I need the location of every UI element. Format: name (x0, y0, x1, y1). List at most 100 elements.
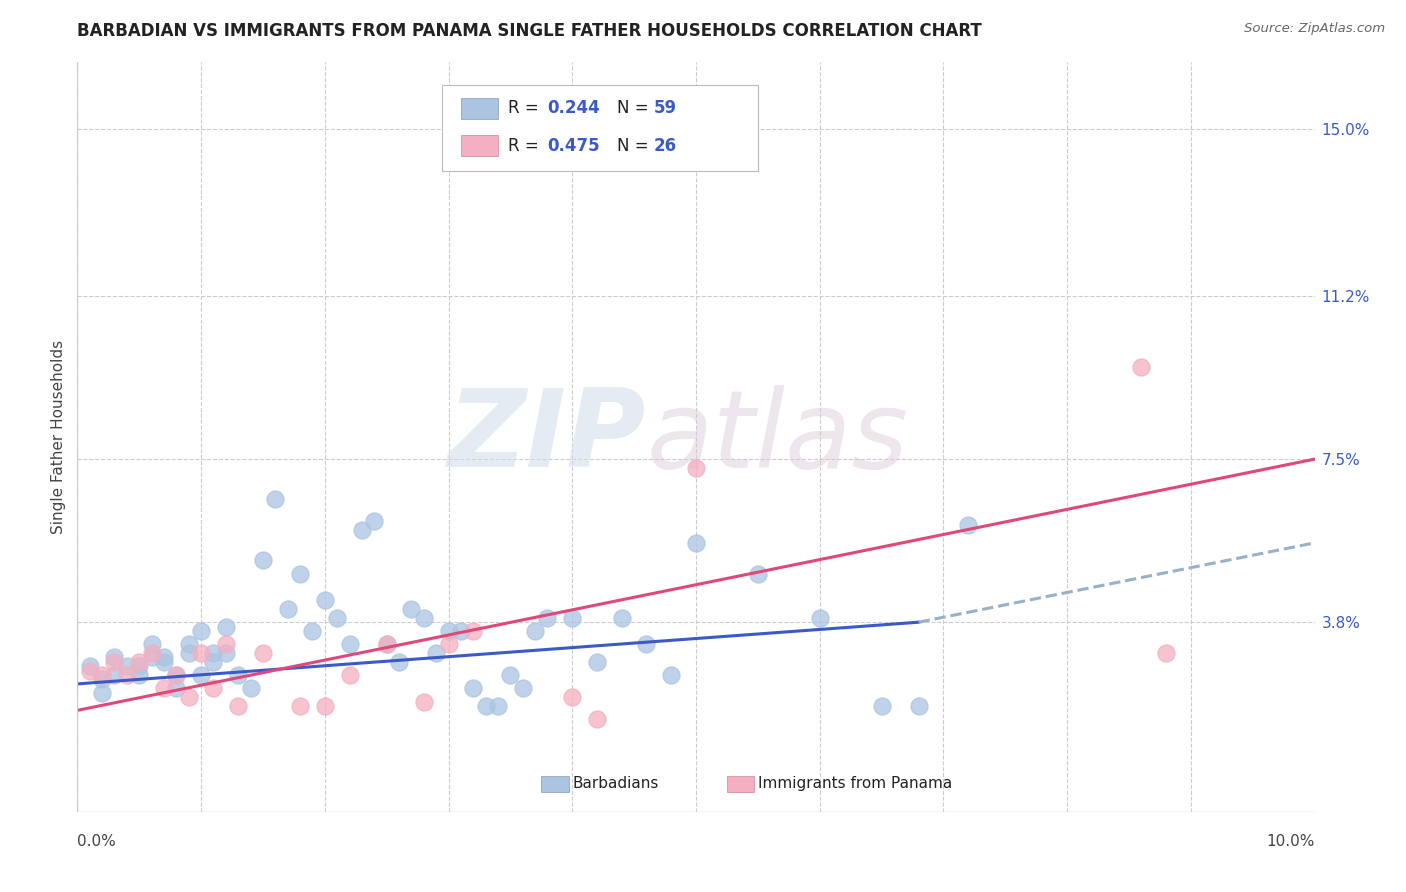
Point (91, 668, 114, 682)
Text: Immigrants from Panama: Immigrants from Panama (758, 776, 952, 790)
FancyBboxPatch shape (461, 135, 498, 156)
Point (808, 611, 831, 625)
Point (957, 518, 980, 533)
Point (103, 668, 125, 682)
Point (177, 690, 200, 705)
Point (103, 650, 125, 665)
Point (314, 593, 336, 607)
Point (350, 523, 373, 537)
Point (177, 637, 200, 651)
Point (215, 637, 238, 651)
Text: R =: R = (508, 99, 544, 117)
Point (128, 655, 150, 669)
Point (636, 637, 658, 651)
Point (190, 646, 212, 660)
Text: 26: 26 (654, 136, 678, 154)
Point (215, 619, 238, 633)
Point (524, 624, 547, 638)
Point (610, 611, 633, 625)
Point (288, 698, 311, 713)
FancyBboxPatch shape (443, 85, 758, 171)
Text: R =: R = (508, 136, 544, 154)
Point (425, 646, 447, 660)
Point (252, 553, 274, 567)
Text: ZIP: ZIP (449, 384, 647, 490)
Point (499, 668, 522, 682)
Point (586, 655, 609, 669)
Point (586, 712, 609, 726)
Point (153, 655, 176, 669)
Point (486, 698, 509, 713)
Point (91, 686, 114, 700)
Point (375, 637, 398, 651)
Point (215, 646, 238, 660)
Point (165, 668, 187, 682)
Point (561, 611, 583, 625)
Point (239, 681, 262, 696)
Point (226, 698, 249, 713)
Point (165, 681, 187, 696)
Point (103, 655, 125, 669)
Point (401, 602, 423, 616)
Point (561, 690, 583, 705)
FancyBboxPatch shape (461, 97, 498, 119)
Point (202, 655, 225, 669)
Point (153, 650, 176, 665)
Point (277, 602, 299, 616)
FancyBboxPatch shape (541, 776, 568, 792)
Point (190, 624, 212, 638)
Point (128, 659, 150, 673)
Text: 10.0%: 10.0% (1267, 834, 1315, 849)
Text: 0.244: 0.244 (547, 99, 600, 117)
Point (412, 611, 434, 625)
Point (363, 514, 385, 528)
Text: Source: ZipAtlas.com: Source: ZipAtlas.com (1244, 22, 1385, 36)
FancyBboxPatch shape (727, 776, 754, 792)
Point (339, 637, 361, 651)
Text: N =: N = (617, 99, 654, 117)
Point (91, 673, 114, 687)
Point (115, 668, 138, 682)
Point (685, 461, 707, 475)
Point (153, 681, 176, 696)
Point (437, 624, 460, 638)
Text: N =: N = (617, 136, 654, 154)
Point (177, 646, 200, 660)
Point (512, 681, 534, 696)
Point (326, 611, 349, 625)
Point (190, 668, 212, 682)
Point (907, 698, 929, 713)
Point (301, 624, 323, 638)
Text: Barbadians: Barbadians (572, 776, 658, 790)
Point (141, 646, 163, 660)
Point (128, 668, 150, 682)
Point (288, 566, 311, 581)
Point (314, 698, 336, 713)
Point (252, 646, 274, 660)
Point (79, 664, 101, 678)
Text: 0.475: 0.475 (547, 136, 600, 154)
Point (115, 659, 138, 673)
Point (79, 659, 101, 673)
Text: 59: 59 (654, 99, 678, 117)
Point (202, 646, 225, 660)
Point (463, 624, 485, 638)
Text: 0.0%: 0.0% (77, 834, 117, 849)
Point (659, 668, 682, 682)
Point (226, 668, 249, 682)
Point (1154, 646, 1177, 660)
Text: BARBADIAN VS IMMIGRANTS FROM PANAMA SINGLE FATHER HOUSEHOLDS CORRELATION CHART: BARBADIAN VS IMMIGRANTS FROM PANAMA SING… (77, 22, 981, 40)
Point (141, 637, 163, 651)
Point (536, 611, 558, 625)
Point (202, 681, 225, 696)
Text: atlas: atlas (647, 384, 908, 490)
Point (264, 491, 287, 506)
Point (747, 566, 769, 581)
Point (388, 655, 411, 669)
Point (870, 698, 893, 713)
Point (375, 637, 398, 651)
Point (437, 637, 460, 651)
Point (1130, 359, 1153, 374)
Point (339, 668, 361, 682)
Point (165, 668, 187, 682)
